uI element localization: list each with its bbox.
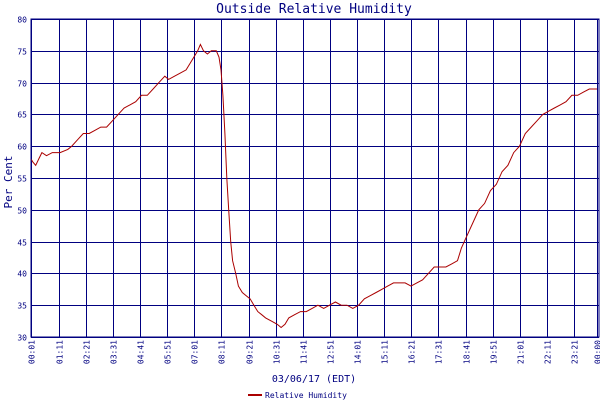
- x-tick-label: 17:31: [435, 340, 444, 364]
- x-tick-label: 02:21: [83, 340, 92, 364]
- x-tick-label: 11:41: [300, 340, 309, 364]
- x-tick-label: 23:21: [571, 340, 580, 364]
- y-tick-label: 45: [17, 239, 27, 248]
- x-tick-label: 16:21: [408, 340, 417, 364]
- x-tick-label: 04:41: [137, 340, 146, 364]
- x-tick-label: 22:11: [544, 340, 553, 364]
- y-tick-label: 55: [17, 175, 27, 184]
- tick-labels: 30 35 40 45 50 55 60 65 70 75 80 00:01 01:11 02:21 03:…: [17, 16, 600, 365]
- y-tick-label: 60: [17, 143, 27, 152]
- x-tick-label: 19:51: [490, 340, 499, 364]
- x-tick-label: 10:31: [273, 340, 282, 364]
- y-tick-label: 30: [17, 334, 27, 343]
- y-axis-label: Per Cent: [2, 156, 15, 209]
- x-tick-label: 12:51: [327, 340, 336, 364]
- x-tick-label: 05:51: [164, 340, 173, 364]
- x-tick-label: 21:01: [517, 340, 526, 364]
- x-tick-label: 01:11: [56, 340, 65, 364]
- legend: Relative Humidity: [248, 391, 347, 400]
- y-tick-label: 80: [17, 16, 27, 25]
- x-tick-label: 15:11: [381, 340, 390, 364]
- x-tick-label: 03:31: [110, 340, 119, 364]
- legend-label: Relative Humidity: [265, 391, 347, 400]
- y-tick-label: 75: [17, 48, 27, 57]
- x-tick-label: 18:41: [463, 340, 472, 364]
- x-tick-label: 14:01: [354, 340, 363, 364]
- series-line-relative-humidity: [30, 43, 598, 329]
- chart-title: Outside Relative Humidity: [216, 2, 412, 17]
- x-tick-label: 08:11: [218, 340, 227, 364]
- x-tick-label: 09:21: [246, 340, 255, 364]
- x-tick-label: 00:01: [28, 340, 37, 364]
- y-tick-label: 50: [17, 207, 27, 216]
- y-tick-label: 35: [17, 302, 27, 311]
- x-axis-label: 03/06/17 (EDT): [272, 374, 356, 385]
- series-layer: [30, 43, 598, 329]
- plot-frame: [30, 18, 600, 338]
- x-tick-label: 07:01: [191, 340, 200, 364]
- y-tick-label: 40: [17, 270, 27, 279]
- y-tick-label: 65: [17, 111, 27, 120]
- x-tick-label: 00:00: [594, 340, 600, 364]
- y-tick-label: 70: [17, 80, 27, 89]
- grid: [31, 19, 599, 338]
